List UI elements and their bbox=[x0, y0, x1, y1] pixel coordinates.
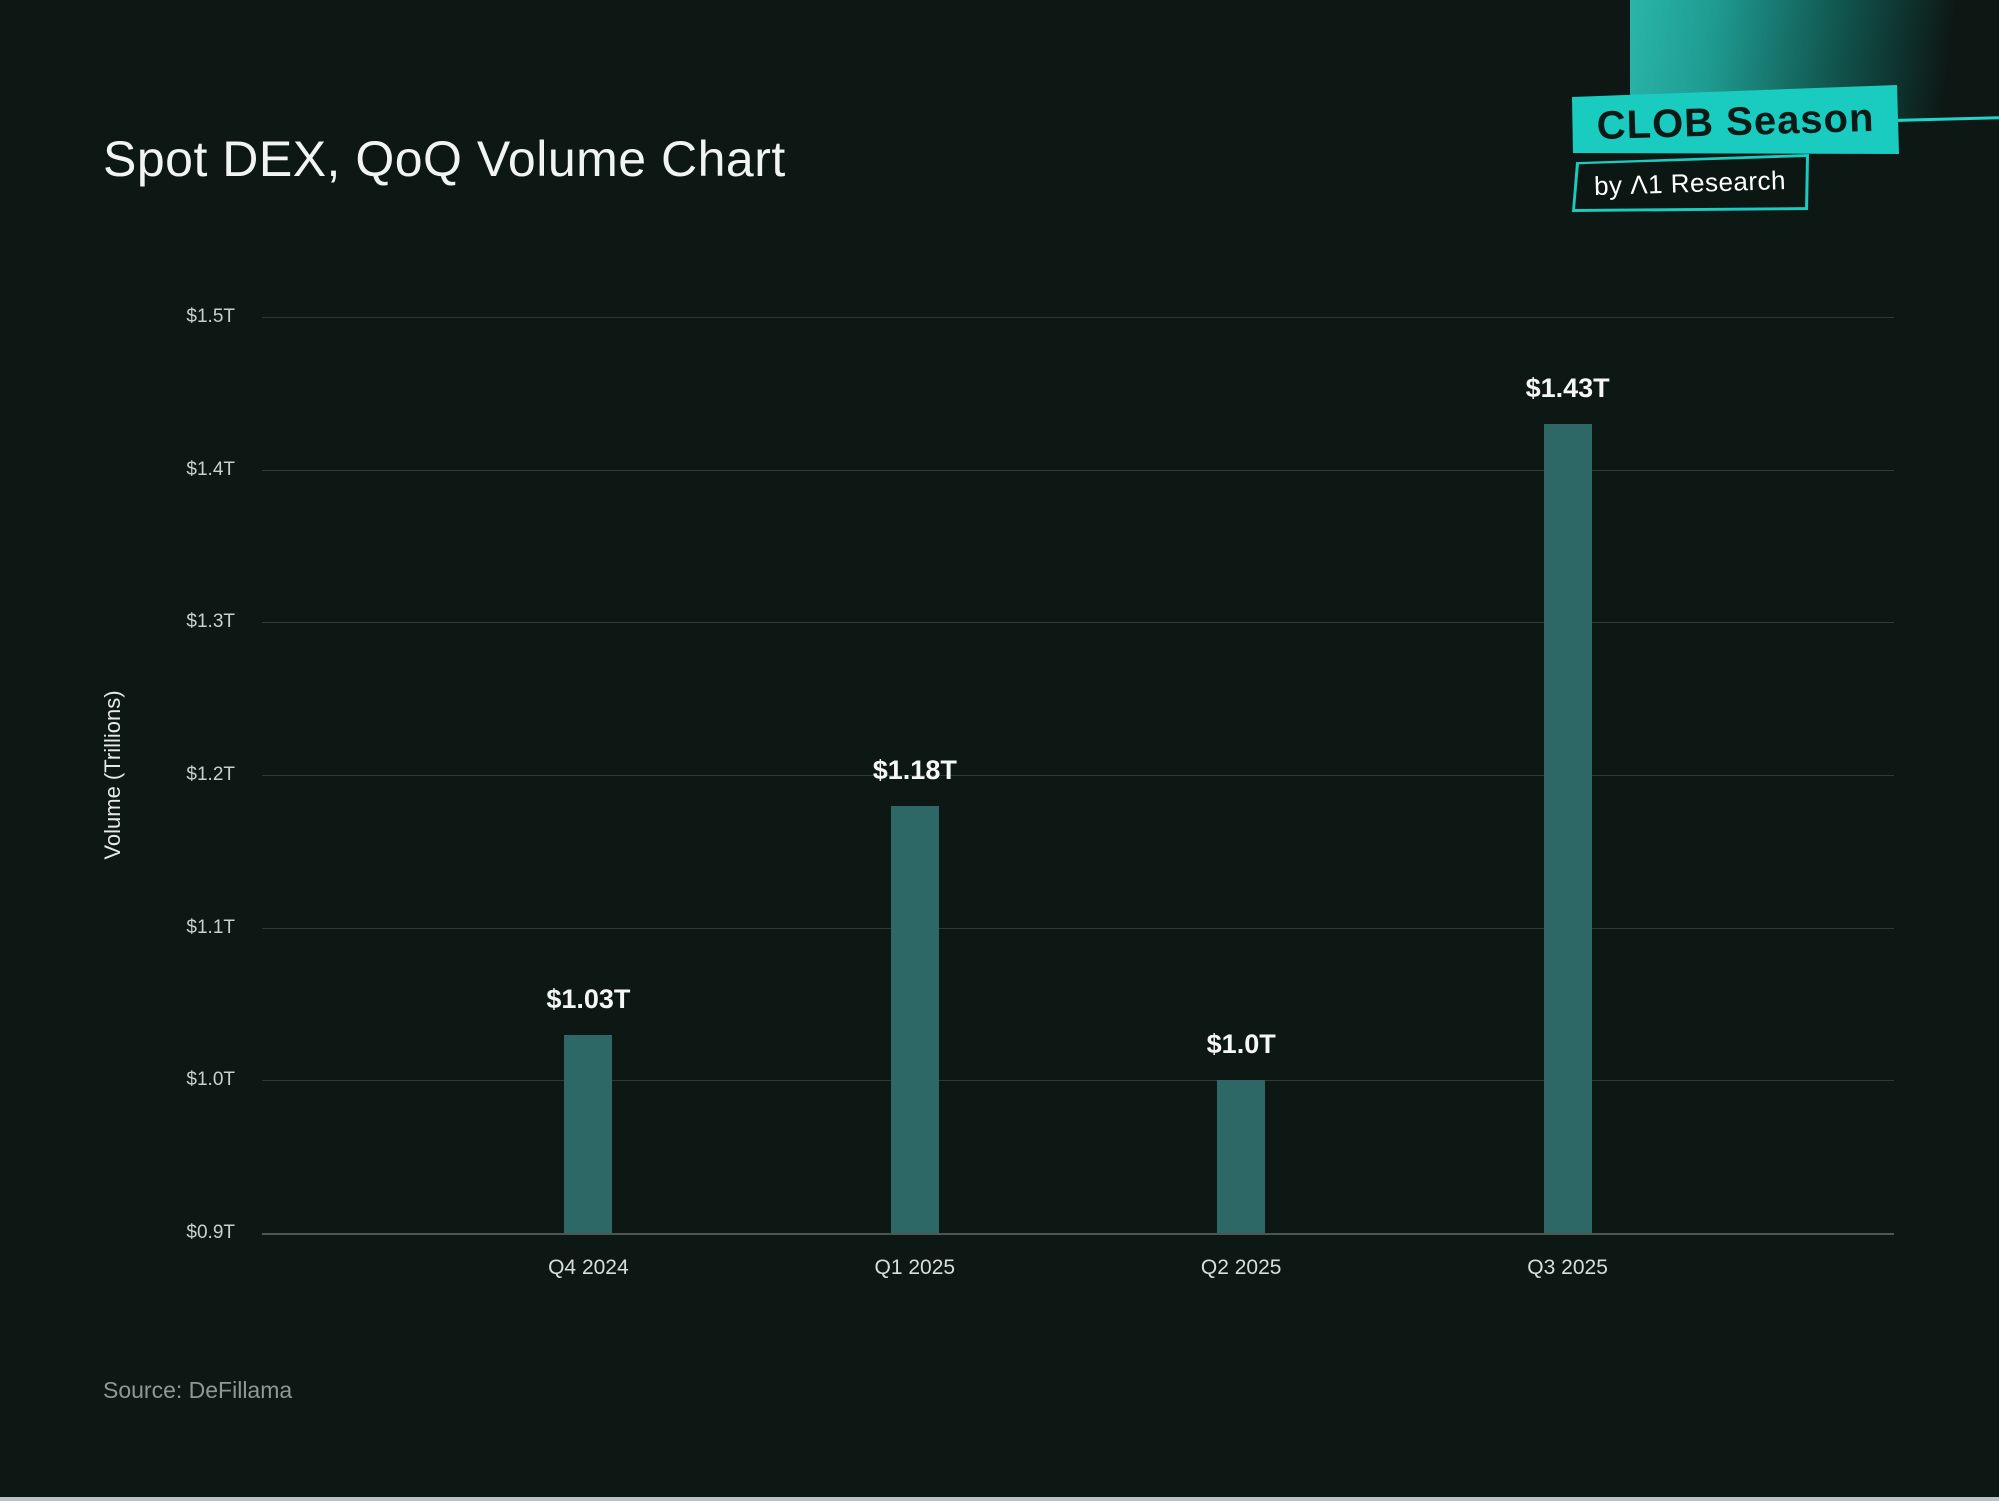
x-tick-label-q4-2024: Q4 2024 bbox=[548, 1256, 629, 1279]
bar-value-q4-2024: $1.03T bbox=[546, 983, 631, 1014]
y-tick-label: $1.0T bbox=[186, 1069, 235, 1091]
y-axis-title: Volume (Trillions) bbox=[100, 690, 125, 860]
source-note: Source: DeFillama bbox=[103, 1377, 293, 1403]
logo-byline-label: by Λ1 Research bbox=[1594, 164, 1787, 201]
gridline bbox=[262, 927, 1894, 929]
x-tick-label-q1-2025: Q1 2025 bbox=[874, 1256, 956, 1279]
gridline bbox=[262, 1233, 1894, 1235]
bar-value-q2-2025: $1.0T bbox=[1206, 1029, 1276, 1060]
gridline bbox=[262, 1080, 1894, 1082]
y-tick-label: $1.2T bbox=[186, 764, 235, 785]
logo-badge: CLOB Season bbox=[1572, 85, 1899, 154]
y-tick-label: $1.4T bbox=[186, 458, 235, 480]
bar-q3-2025 bbox=[1543, 423, 1592, 1233]
page-title: Spot DEX, QoQ Volume Chart bbox=[103, 131, 786, 187]
bar-q1-2025 bbox=[890, 805, 939, 1233]
logo-badge-label: CLOB Season bbox=[1596, 95, 1876, 148]
logo-byline-box: by Λ1 Research bbox=[1572, 154, 1809, 212]
y-tick-label: $0.9T bbox=[186, 1222, 235, 1243]
y-tick-label: $1.3T bbox=[186, 611, 235, 633]
plot-area: $1.03T $1.18T $1.0T $1.43T bbox=[262, 317, 1894, 1235]
bar-value-q3-2025: $1.43T bbox=[1525, 372, 1610, 403]
gridline bbox=[262, 775, 1894, 776]
logo-byline-inner: by Λ1 Research bbox=[1575, 157, 1806, 209]
bar-q2-2025 bbox=[1217, 1080, 1266, 1233]
y-tick-label: $1.1T bbox=[186, 916, 235, 938]
bar-q4-2024 bbox=[564, 1034, 613, 1233]
bar-value-q1-2025: $1.18T bbox=[872, 754, 957, 785]
bottom-edge-strip bbox=[0, 1497, 1999, 1501]
gridline bbox=[262, 317, 1894, 318]
y-tick-label: $1.5T bbox=[186, 306, 235, 327]
x-tick-label-q2-2025: Q2 2025 bbox=[1200, 1256, 1282, 1279]
gridline bbox=[262, 622, 1894, 624]
gridline bbox=[262, 469, 1894, 471]
x-tick-label-q3-2025: Q3 2025 bbox=[1527, 1256, 1608, 1279]
